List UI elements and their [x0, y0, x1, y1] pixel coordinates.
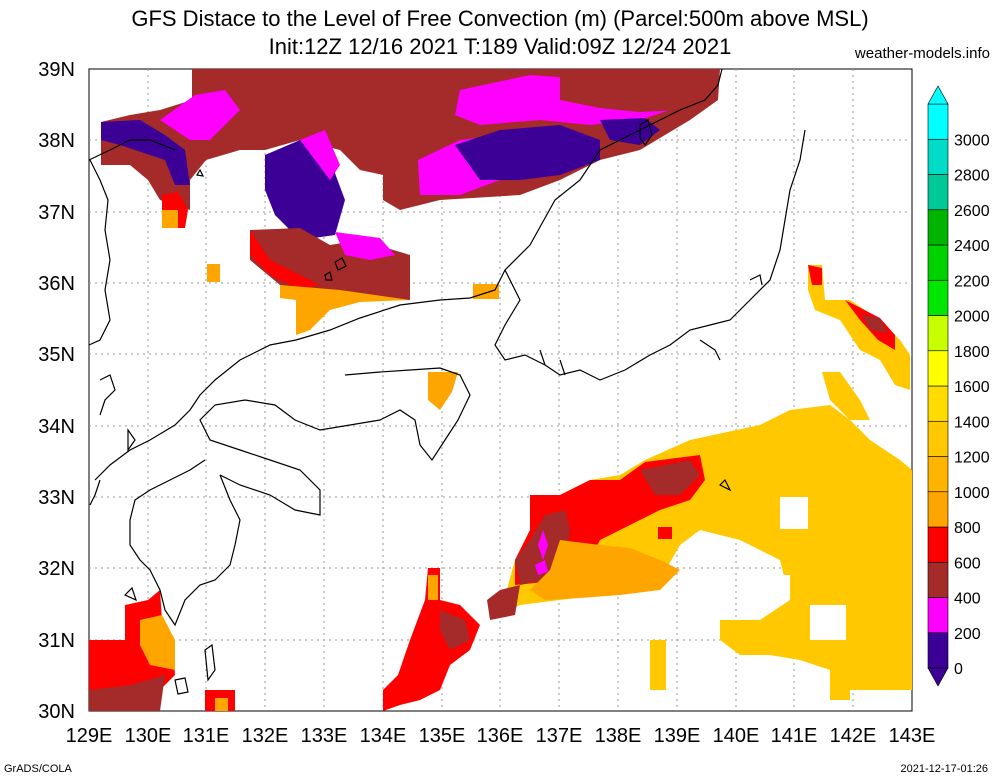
lon-label: 140E — [713, 725, 760, 747]
colorbar-segment — [927, 491, 949, 528]
colorbar-segment — [927, 561, 949, 598]
colorbar-segment — [927, 244, 949, 281]
colorbar-label: 3000 — [954, 132, 990, 149]
lon-label: 143E — [889, 725, 936, 747]
colorbar-label: 2000 — [954, 309, 990, 326]
lon-label: 131E — [183, 725, 230, 747]
lat-label: 39N — [38, 59, 75, 81]
colorbar-segment — [927, 526, 949, 563]
lon-label: 129E — [66, 725, 113, 747]
colorbar-label: 400 — [954, 591, 981, 608]
colorbar-label: 0 — [954, 661, 963, 678]
colorbar-label: 1600 — [954, 379, 990, 396]
lon-label: 134E — [360, 725, 407, 747]
lat-label: 36N — [38, 273, 75, 295]
coastlines — [88, 68, 806, 695]
colorbar-segment — [927, 174, 949, 211]
colorbar-segment — [927, 138, 949, 175]
lon-label: 133E — [301, 725, 348, 747]
lon-label: 132E — [242, 725, 289, 747]
colorbar-label: 1200 — [954, 450, 990, 467]
colorbar-label: 1800 — [954, 344, 990, 361]
colorbar-segment — [927, 315, 949, 352]
lon-label: 136E — [477, 725, 524, 747]
colorbar-label: 2800 — [954, 168, 990, 185]
colorbar-label: 800 — [954, 520, 981, 537]
colorbar-segment — [927, 456, 949, 493]
lat-label: 38N — [38, 130, 75, 152]
colorbar-label: 2200 — [954, 273, 990, 290]
lon-labels: 129E 130E 131E 132E 133E 134E 135E 136E … — [66, 725, 936, 747]
colorbar-segment — [927, 597, 949, 634]
lat-label: 35N — [38, 344, 75, 366]
field-southwest — [89, 590, 235, 711]
lon-label: 139E — [654, 725, 701, 747]
lon-label: 141E — [771, 725, 818, 747]
colorbar-label: 200 — [954, 626, 981, 643]
lat-labels: 30N 31N 32N 33N 34N 35N 36N 37N 38N 39N — [38, 59, 75, 723]
colorbar-segment — [927, 420, 949, 457]
colorbar-segment — [927, 279, 949, 316]
chart-subtitle: Init:12Z 12/16 2021 T:189 Valid:09Z 12/2… — [268, 34, 732, 59]
colorbar-segment — [927, 350, 949, 387]
colorbar-segment — [927, 632, 949, 669]
lon-label: 142E — [830, 725, 877, 747]
lon-label: 137E — [536, 725, 583, 747]
colorbar: 0 200 400 600 800 1000 1200 1400 1600 1800 2000 220… — [927, 85, 990, 687]
lat-label: 33N — [38, 487, 75, 509]
lon-label: 130E — [125, 725, 172, 747]
colorbar-segment — [927, 385, 949, 422]
colorbar-max-arrow — [927, 85, 949, 105]
chart-title: GFS Distace to the Level of Free Convect… — [131, 6, 869, 31]
site-label: weather-models.info — [854, 45, 990, 62]
lat-label: 32N — [38, 558, 75, 580]
footer-left: GrADS/COLA — [4, 763, 72, 775]
colorbar-segment — [927, 103, 949, 140]
colorbar-label: 1400 — [954, 414, 990, 431]
footer-right: 2021-12-17-01:26 — [900, 763, 988, 775]
colorbar-min-arrow — [927, 667, 949, 687]
lat-label: 30N — [38, 701, 75, 723]
lat-label: 34N — [38, 416, 75, 438]
colorbar-label: 2400 — [954, 238, 990, 255]
lon-label: 135E — [419, 725, 466, 747]
lon-label: 138E — [595, 725, 642, 747]
lat-label: 37N — [38, 202, 75, 224]
field-southeast — [383, 265, 912, 711]
field-north — [101, 69, 720, 410]
colorbar-label: 1000 — [954, 485, 990, 502]
colorbar-label: 2600 — [954, 203, 990, 220]
colorbar-label: 600 — [954, 555, 981, 572]
lat-label: 31N — [38, 630, 75, 652]
colorbar-segment — [927, 209, 949, 246]
